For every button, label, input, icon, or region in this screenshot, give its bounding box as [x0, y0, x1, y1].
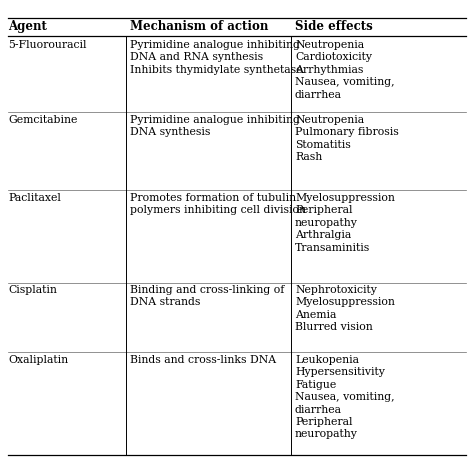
Text: Agent: Agent: [8, 20, 47, 33]
Text: Cisplatin: Cisplatin: [8, 285, 57, 295]
Text: Pyrimidine analogue inhibiting
DNA and RNA synthesis
Inhibits thymidylate synthe: Pyrimidine analogue inhibiting DNA and R…: [130, 40, 302, 75]
Text: Mechanism of action: Mechanism of action: [130, 20, 268, 33]
Text: Pyrimidine analogue inhibiting
DNA synthesis: Pyrimidine analogue inhibiting DNA synth…: [130, 115, 300, 137]
Text: Nephrotoxicity
Myelosuppression
Anemia
Blurred vision: Nephrotoxicity Myelosuppression Anemia B…: [295, 285, 395, 332]
Text: Leukopenia
Hypersensitivity
Fatigue
Nausea, vomiting,
diarrhea
Peripheral
neurop: Leukopenia Hypersensitivity Fatigue Naus…: [295, 355, 395, 439]
Text: Paclitaxel: Paclitaxel: [8, 193, 61, 203]
Text: Neutropenia
Pulmonary fibrosis
Stomatitis
Rash: Neutropenia Pulmonary fibrosis Stomatiti…: [295, 115, 399, 162]
Text: Promotes formation of tubulin
polymers inhibiting cell division: Promotes formation of tubulin polymers i…: [130, 193, 306, 215]
Text: Oxaliplatin: Oxaliplatin: [8, 355, 68, 365]
Text: 5-Fluorouracil: 5-Fluorouracil: [8, 40, 86, 50]
Text: Myelosuppression
Peripheral
neuropathy
Arthralgia
Transaminitis: Myelosuppression Peripheral neuropathy A…: [295, 193, 395, 253]
Text: Side effects: Side effects: [295, 20, 373, 33]
Text: Binds and cross-links DNA: Binds and cross-links DNA: [130, 355, 276, 365]
Text: Neutropenia
Cardiotoxicity
Arrhythmias
Nausea, vomiting,
diarrhea: Neutropenia Cardiotoxicity Arrhythmias N…: [295, 40, 395, 99]
Text: Gemcitabine: Gemcitabine: [8, 115, 77, 125]
Text: Binding and cross-linking of
DNA strands: Binding and cross-linking of DNA strands: [130, 285, 284, 307]
